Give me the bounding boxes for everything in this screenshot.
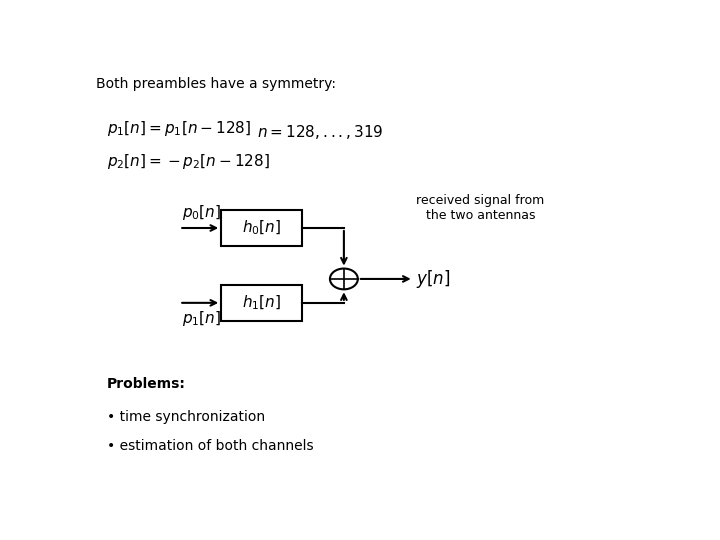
Bar xyxy=(221,285,302,321)
Text: $n = 128,...,319$: $n = 128,...,319$ xyxy=(258,123,384,141)
Text: $y[n]$: $y[n]$ xyxy=(416,268,451,290)
Text: Problems:: Problems: xyxy=(107,377,186,390)
Text: • estimation of both channels: • estimation of both channels xyxy=(107,439,313,453)
Text: received signal from
the two antennas: received signal from the two antennas xyxy=(416,194,545,222)
Text: $h_1[n]$: $h_1[n]$ xyxy=(242,294,282,312)
Text: $p_0[n]$: $p_0[n]$ xyxy=(182,202,221,222)
Text: Both preambles have a symmetry:: Both preambles have a symmetry: xyxy=(96,77,336,91)
Text: $p_1[n]$: $p_1[n]$ xyxy=(182,309,221,328)
Text: • time synchronization: • time synchronization xyxy=(107,410,265,424)
Circle shape xyxy=(330,268,358,289)
Text: $p_2[n] = -p_2[n-128]$: $p_2[n] = -p_2[n-128]$ xyxy=(107,152,270,171)
Text: $p_1[n] = p_1[n-128]$: $p_1[n] = p_1[n-128]$ xyxy=(107,119,251,138)
Bar xyxy=(221,211,302,246)
Text: $h_0[n]$: $h_0[n]$ xyxy=(242,219,282,237)
